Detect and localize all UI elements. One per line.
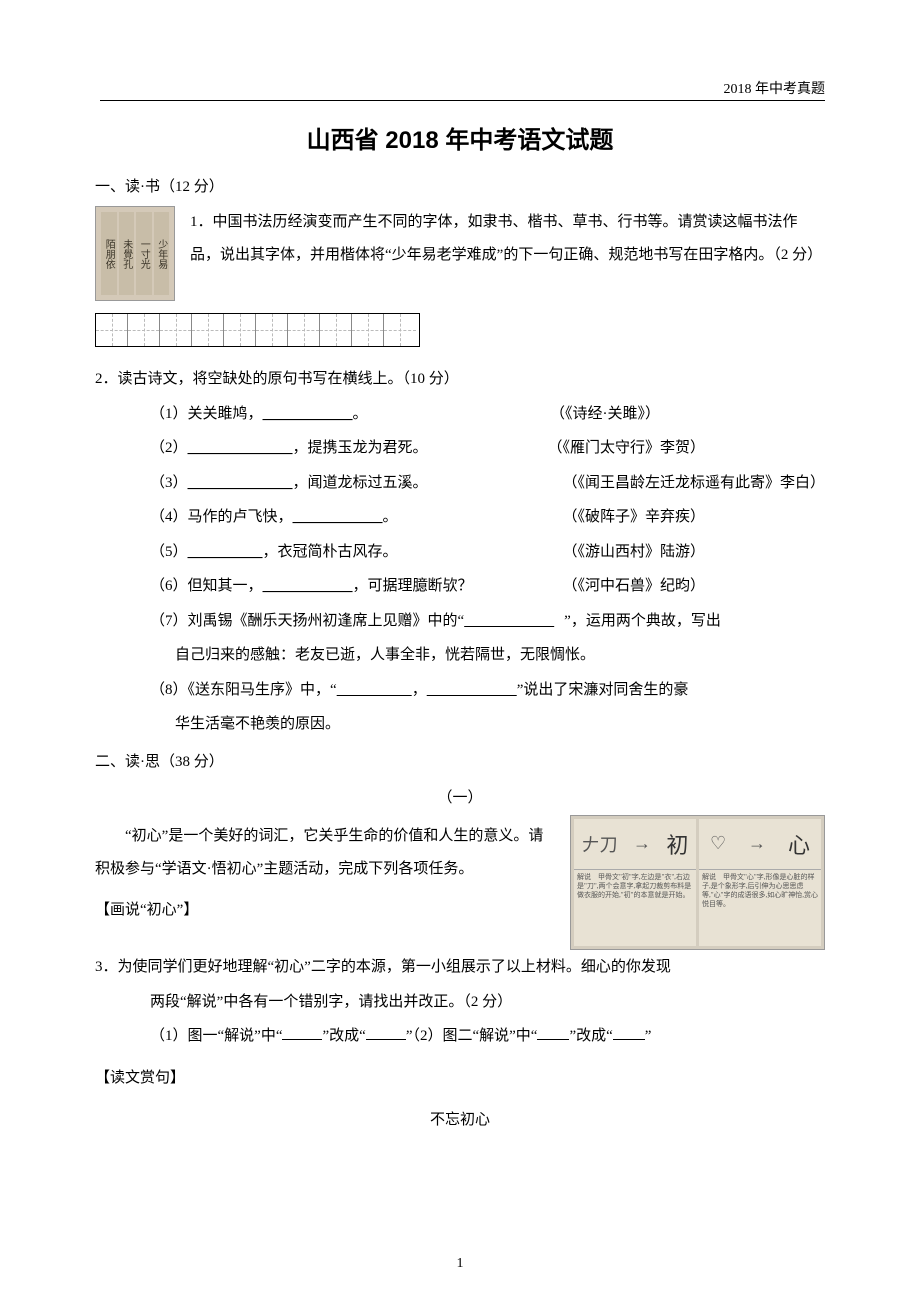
blank: ＿＿＿＿＿＿＿ xyxy=(188,466,293,501)
question-2-item: （1）关关雎鸠，＿＿＿＿＿＿。 （《诗经·关雎》） xyxy=(95,397,825,432)
huashuo-label: 【画说“初心”】 xyxy=(95,894,555,927)
item-number: （5） xyxy=(150,544,188,560)
tianzige-cell xyxy=(224,314,256,346)
item-left: 但知其一， xyxy=(188,578,263,594)
question-2-item: （2）＿＿＿＿＿＿＿，提携玉龙为君死。 （《雁门太守行》李贺） xyxy=(95,431,825,466)
tianzige-grid xyxy=(95,313,420,347)
item-right: 。 xyxy=(383,509,398,525)
q3-e: ” xyxy=(645,1028,652,1044)
item-source: （《闻王昌龄左迁龙标遥有此寄》李白） xyxy=(562,466,825,501)
tianzige-cell xyxy=(352,314,384,346)
question-3-cont: 两段“解说”中各有一个错别字，请找出并改正。（2 分） xyxy=(95,985,825,1020)
q3-d: ”改成“ xyxy=(569,1028,612,1044)
blank xyxy=(366,1039,406,1040)
item-source: （《雁门太守行》李贺） xyxy=(547,431,705,466)
tianzige-cell xyxy=(96,314,128,346)
blank: ＿＿＿＿＿＿ xyxy=(263,569,353,604)
blank xyxy=(282,1039,322,1040)
tianzige-cell xyxy=(128,314,160,346)
item-right: ，提携玉龙为君死。 xyxy=(293,440,428,456)
xin-oracle-icon: ♡ xyxy=(710,833,726,854)
question-3-fill: （1）图一“解说”中“ ”改成“ ”（2）图二“解说”中“ ”改成“ ” xyxy=(95,1019,825,1054)
item-source: （《游山西村》陆游） xyxy=(562,535,705,570)
blank: ＿＿＿＿＿ xyxy=(188,535,263,570)
question-2-item-7: （7）刘禹锡《酬乐天扬州初逢席上见赠》中的“ ”，运用两个典故，写出 xyxy=(95,604,825,639)
q3-b: ”改成“ xyxy=(322,1028,365,1044)
section-2-intro-block: “初心”是一个美好的词汇，它关乎生命的价值和人生的意义。请积极参与“学语文·悟初… xyxy=(95,815,825,950)
tianzige-cell xyxy=(256,314,288,346)
item-source: （《河中石兽》纪昀） xyxy=(562,569,705,604)
header-source: 2018 年中考真题 xyxy=(100,78,825,101)
tianzige-cell xyxy=(384,314,416,346)
q2-7-b: ”，运用两个典故，写出 xyxy=(564,613,721,629)
q2-8-mid: ， xyxy=(412,682,427,698)
question-2-item-8-cont: 华生活毫不艳羡的原因。 xyxy=(95,707,825,742)
question-2-item-8: （8）《送东阳马生序》中，“ ， ”说出了宋濂对同舍生的豪 xyxy=(95,673,825,708)
blank xyxy=(337,673,412,708)
question-2-stem: 2．读古诗文，将空缺处的原句书写在横线上。（10 分） xyxy=(95,362,825,397)
item-right: ，可据理臆断欤？ xyxy=(353,578,473,594)
item-left: 马作的卢飞快， xyxy=(188,509,293,525)
item-right: ，衣冠简朴古风存。 xyxy=(263,544,398,560)
chuxin-image: 𠂇刀 → 初 解说 甲骨文"初"字,左边是"衣",右边是"刀",两个会意字,拿起… xyxy=(570,815,825,950)
q2-7-a: （7）刘禹锡《酬乐天扬州初逢席上见赠》中的“ xyxy=(150,613,464,629)
question-1-text: 1．中国书法历经演变而产生不同的字体，如隶书、楷书、草书、行书等。请赏读这幅书法… xyxy=(190,206,825,272)
xin-caption: 解说 甲骨文"心"字,形像是心脏的样子,是个象形字,后引伸为心思思虑等,"心"字… xyxy=(699,870,821,946)
question-1-container: 陌朋依 未覺孔 一寸光 少年易 1．中国书法历经演变而产生不同的字体，如隶书、楷… xyxy=(95,206,825,301)
question-2-item: （6）但知其一，＿＿＿＿＿＿，可据理臆断欤？ （《河中石兽》纪昀） xyxy=(95,569,825,604)
question-2-item-7-cont: 自己归来的感触：老友已逝，人事全非，恍若隔世，无限惆怅。 xyxy=(95,638,825,673)
chu-panel: 𠂇刀 → 初 解说 甲骨文"初"字,左边是"衣",右边是"刀",两个会意字,拿起… xyxy=(574,819,696,946)
arrow-icon: → xyxy=(748,833,766,854)
item-source: （《破阵子》辛弃疾） xyxy=(562,500,705,535)
duwen-label: 【读文赏句】 xyxy=(95,1062,825,1095)
xin-char: 心 xyxy=(788,828,810,860)
q2-8-a: （8）《送东阳马生序》中，“ xyxy=(150,682,337,698)
q3-a: （1）图一“解说”中“ xyxy=(150,1028,282,1044)
q3-c: ”（2）图二“解说”中“ xyxy=(406,1028,538,1044)
item-source: （《诗经·关雎》） xyxy=(550,397,660,432)
question-2-item: （3）＿＿＿＿＿＿＿，闻道龙标过五溪。 （《闻王昌龄左迁龙标遥有此寄》李白） xyxy=(95,466,825,501)
blank: ＿＿＿＿＿＿ xyxy=(293,500,383,535)
blank: ＿＿＿＿＿＿＿ xyxy=(188,431,293,466)
blank xyxy=(464,604,564,639)
blank: ＿＿＿＿＿＿ xyxy=(263,397,353,432)
blank xyxy=(427,673,517,708)
q2-8-b: ”说出了宋濂对同舍生的豪 xyxy=(517,682,689,698)
item-number: （2） xyxy=(150,440,188,456)
section-1-header: 一、读·书（12 分） xyxy=(95,175,825,196)
page-number: 1 xyxy=(0,1256,920,1272)
question-2-item: （5）＿＿＿＿＿，衣冠简朴古风存。 （《游山西村》陆游） xyxy=(95,535,825,570)
item-number: （1） xyxy=(150,406,188,422)
item-right: 。 xyxy=(353,406,368,422)
poem-title: 不忘初心 xyxy=(95,1103,825,1138)
blank xyxy=(613,1039,645,1040)
item-left: 关关雎鸠， xyxy=(188,406,263,422)
tianzige-cell xyxy=(288,314,320,346)
tianzige-cell xyxy=(160,314,192,346)
xin-panel: ♡ → 心 解说 甲骨文"心"字,形像是心脏的样子,是个象形字,后引伸为心思思虑… xyxy=(699,819,821,946)
chu-char: 初 xyxy=(666,828,688,860)
section-2-intro: “初心”是一个美好的词汇，它关乎生命的价值和人生的意义。请积极参与“学语文·悟初… xyxy=(95,820,555,886)
exam-title: 山西省 2018 年中考语文试题 xyxy=(95,120,825,155)
chu-caption: 解说 甲骨文"初"字,左边是"衣",右边是"刀",两个会意字,拿起刀裁剪布料是做… xyxy=(574,870,696,946)
item-number: （6） xyxy=(150,578,188,594)
subsection-1-label: （一） xyxy=(95,781,825,816)
blank xyxy=(537,1039,569,1040)
tianzige-cell xyxy=(320,314,352,346)
arrow-icon: → xyxy=(633,833,651,854)
tianzige-cell xyxy=(192,314,224,346)
question-2-item: （4）马作的卢飞快，＿＿＿＿＿＿。 （《破阵子》辛弃疾） xyxy=(95,500,825,535)
item-right: ，闻道龙标过五溪。 xyxy=(293,475,428,491)
chu-oracle-icon: 𠂇刀 xyxy=(582,831,618,857)
section-2-header: 二、读·思（38 分） xyxy=(95,750,825,771)
calligraphy-image: 陌朋依 未覺孔 一寸光 少年易 xyxy=(95,206,175,301)
item-number: （4） xyxy=(150,509,188,525)
item-number: （3） xyxy=(150,475,188,491)
question-3-stem: 3．为使同学们更好地理解“初心”二字的本源，第一小组展示了以上材料。细心的你发现 xyxy=(95,950,825,985)
